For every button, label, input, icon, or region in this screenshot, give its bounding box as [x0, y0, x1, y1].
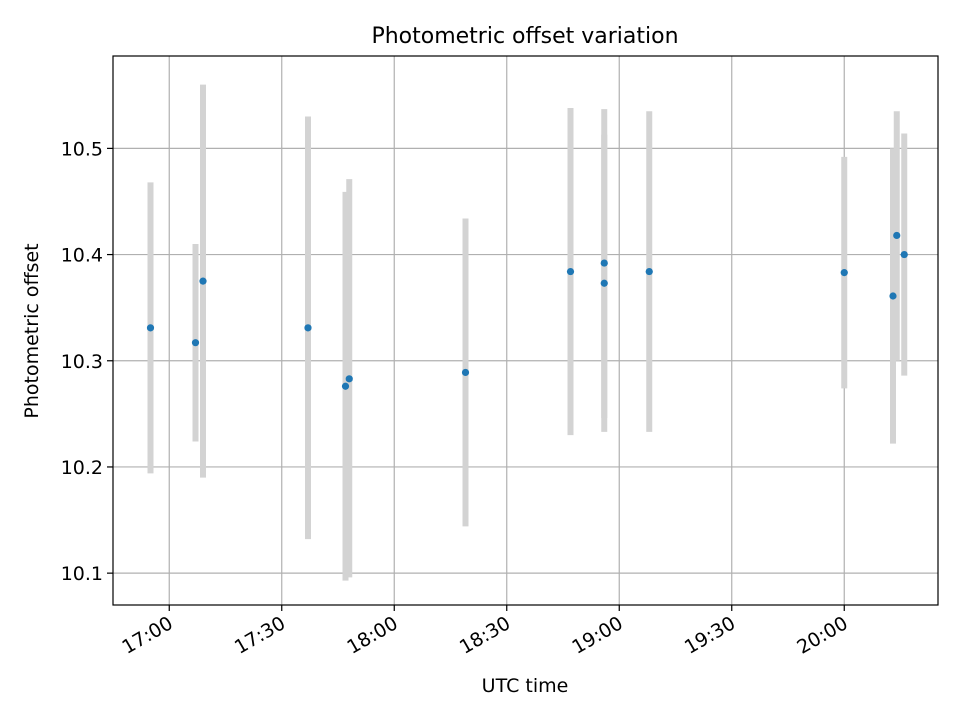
- data-point: [461, 368, 470, 377]
- chart-title: Photometric offset variation: [371, 24, 678, 49]
- y-tick-label: 10.2: [61, 457, 103, 479]
- data-point: [893, 231, 901, 240]
- data-point: [889, 292, 897, 300]
- data-points: [146, 231, 908, 390]
- y-tick-label: 10.3: [61, 351, 103, 373]
- data-point: [341, 382, 350, 390]
- data-point: [566, 267, 575, 276]
- x-axis-label: UTC time: [482, 675, 569, 697]
- data-point: [600, 279, 608, 287]
- data-point: [600, 259, 608, 267]
- y-tick-label: 10.1: [61, 563, 103, 585]
- y-tick-label: 10.4: [61, 245, 103, 267]
- plot-area: [113, 56, 938, 605]
- data-point: [840, 269, 848, 277]
- grid-lines: [113, 56, 938, 605]
- data-point: [146, 324, 155, 332]
- data-point: [304, 324, 312, 332]
- y-axis-label: Photometric offset: [21, 243, 43, 418]
- data-point: [645, 267, 653, 276]
- y-tick-label: 10.5: [61, 138, 103, 160]
- data-point: [345, 375, 353, 383]
- y-axis-ticks: 10.1 10.2 10.3 10.4 10.5: [61, 138, 113, 585]
- data-point: [199, 277, 207, 285]
- plot-frame: [112, 55, 939, 606]
- data-point: [191, 339, 200, 347]
- data-point: [900, 250, 908, 259]
